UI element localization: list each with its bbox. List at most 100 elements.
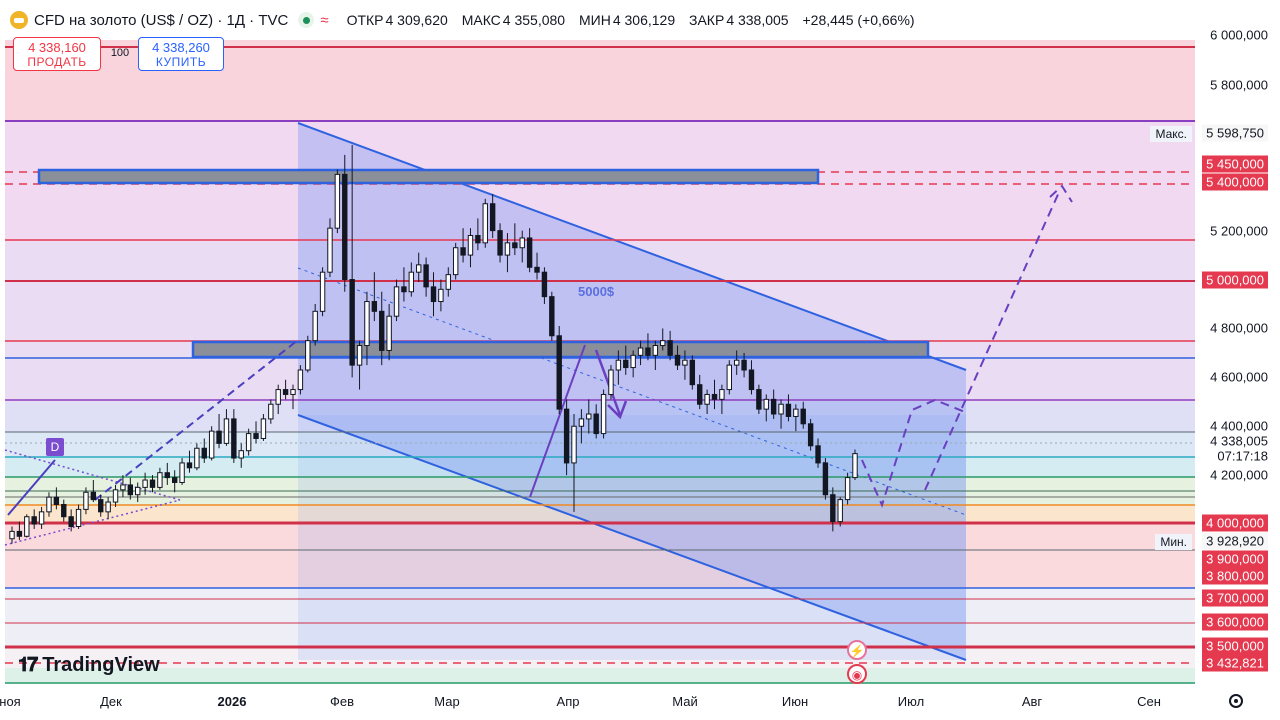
candle[interactable] [526,228,533,273]
chart-annotation[interactable]: 5000$ [578,284,615,299]
lightning-event-icon[interactable]: ⚡ [847,640,867,660]
candle[interactable] [652,340,659,371]
candle[interactable] [260,414,267,441]
candle[interactable] [282,379,289,400]
candle[interactable] [756,384,762,415]
candle[interactable] [349,145,355,378]
candle[interactable] [475,218,481,251]
candle[interactable] [371,272,378,322]
candle[interactable] [534,252,540,280]
candle[interactable] [667,330,673,361]
candle[interactable] [830,487,836,532]
candle[interactable] [785,394,792,422]
sell-button[interactable]: 4 338,160 ПРОДАТЬ [13,37,101,71]
candle[interactable] [334,169,341,234]
candle[interactable] [504,233,511,273]
candle[interactable] [208,426,215,461]
candle[interactable] [748,360,755,395]
candle[interactable] [38,506,45,529]
candle[interactable] [608,365,614,400]
candlestick-series[interactable] [9,145,858,544]
candle[interactable] [327,218,333,278]
candle[interactable] [467,228,474,268]
candle[interactable] [674,345,681,371]
candle[interactable] [563,399,570,476]
candle[interactable] [615,350,622,385]
candle[interactable] [460,228,466,263]
candle[interactable] [815,438,821,468]
candle[interactable] [61,499,67,522]
candle[interactable] [98,494,104,517]
candle[interactable] [364,291,370,366]
symbol-title[interactable]: CFD на золото (US$ / OZ) · 1Д · TVC [34,11,289,29]
candle[interactable] [164,462,170,485]
candle[interactable] [46,492,52,517]
candle[interactable] [393,279,400,322]
candle[interactable] [452,242,459,280]
candle[interactable] [75,504,82,529]
candle[interactable] [31,509,37,529]
candle[interactable] [386,303,392,361]
candle[interactable] [682,350,688,380]
candle[interactable] [645,333,651,361]
candle[interactable] [416,252,422,282]
candle[interactable] [837,497,843,527]
candle[interactable] [489,193,496,238]
candle[interactable] [245,428,252,456]
candle[interactable] [541,267,548,304]
dividend-badge[interactable]: D [46,438,64,456]
candle[interactable] [600,389,607,439]
candle[interactable] [157,467,163,490]
candle[interactable] [223,409,230,446]
candle[interactable] [305,335,311,373]
candle[interactable] [430,272,437,317]
quantity-value[interactable]: 100 [110,47,130,59]
candle[interactable] [807,418,814,451]
candle[interactable] [53,487,60,510]
channel-upper-line[interactable] [297,122,967,371]
candle[interactable] [179,458,185,485]
candle[interactable] [135,482,141,503]
candle[interactable] [637,340,644,366]
candle[interactable] [630,350,636,378]
candle[interactable] [704,389,710,415]
candle[interactable] [312,303,318,346]
candle[interactable] [852,449,858,481]
candle[interactable] [733,350,740,375]
resistance-zone[interactable] [37,168,820,185]
candle[interactable] [549,291,555,341]
candle[interactable] [68,509,74,532]
candle[interactable] [770,389,777,419]
candle[interactable] [275,384,281,415]
candle[interactable] [342,154,348,292]
candle[interactable] [401,267,407,302]
candle[interactable] [844,472,851,505]
candle[interactable] [689,355,696,390]
candle[interactable] [623,345,629,375]
candle[interactable] [297,365,304,395]
candle[interactable] [800,401,806,429]
candle[interactable] [697,374,703,410]
buy-button[interactable]: 4 338,260 КУПИТЬ [138,37,224,71]
us-flag-event-icon[interactable]: ◉ [847,664,867,684]
candle[interactable] [660,328,666,351]
candle[interactable] [105,497,111,520]
candle[interactable] [822,458,829,500]
candle[interactable] [519,230,525,263]
candle[interactable] [231,409,237,463]
candle[interactable] [482,198,488,248]
candle[interactable] [711,379,718,410]
candle[interactable] [356,340,363,390]
candle[interactable] [216,414,222,449]
candle[interactable] [9,526,15,544]
early-triangle[interactable] [4,339,299,546]
candle[interactable] [112,484,119,507]
candle[interactable] [194,443,200,471]
candle[interactable] [24,514,30,538]
candle[interactable] [379,291,385,366]
candle[interactable] [578,409,585,444]
candle[interactable] [83,487,89,515]
candle[interactable] [719,384,725,415]
channel-lower-line[interactable] [297,414,967,661]
